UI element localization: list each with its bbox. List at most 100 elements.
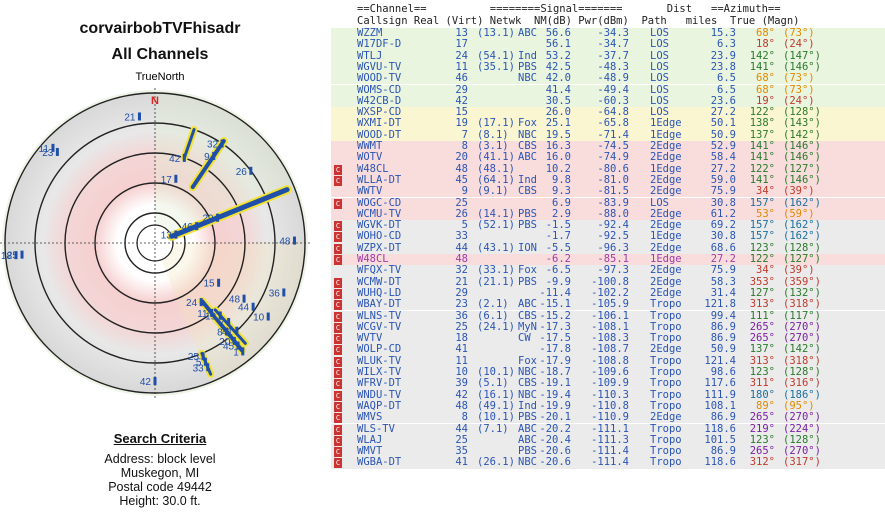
table-row[interactable]: WOOD-TV 46 NBC 42.0 -48.9 LOS 6.5 68° (73°) [331, 72, 885, 85]
station-label: 42 [140, 377, 152, 388]
cell-dist: 6.5 [717, 83, 736, 96]
cell-dist: 121.8 [704, 298, 736, 311]
cell-call: WMVT [357, 445, 383, 458]
station-marker [218, 311, 222, 320]
cell-virt: (48.1) [477, 162, 515, 175]
cell-real: 44 [455, 422, 468, 435]
cell-nm: 16.3 [545, 140, 571, 152]
table-row[interactable]: WTLJ 24 (54.1) Ind 53.2 -37.7 LOS 23.9 142° (147°… [331, 49, 885, 62]
cell-nm: 56.6 [545, 27, 571, 39]
table-group-header: ==Channel== ========Signal======= Dist =… [357, 3, 781, 15]
cell-dist: 6.3 [717, 38, 736, 51]
table-row[interactable]: C WNDU-TV 42 (16.1) NBC -19.4 -110.3 Tropo 111.9… [331, 388, 885, 401]
badge-icon: C [334, 322, 342, 333]
cell-path: 2Edge [650, 140, 682, 152]
cell-pwr: -85.1 [597, 253, 629, 265]
table-row[interactable]: C WMVT 35 PBS -20.6 -111.4 Tropo 86.9 265° (270°) [331, 445, 885, 458]
cell-nm: -17.9 [539, 354, 571, 367]
cell-mag: (270°) [783, 332, 821, 345]
cell-net: CBS [518, 140, 537, 152]
table-row[interactable]: C WGVK-DT 5 (52.1) PBS -1.5 -92.4 2Edge 69.2 157°… [331, 219, 885, 232]
cell-pwr: -37.7 [597, 49, 629, 62]
cell-net: ABC [518, 298, 537, 311]
table-row[interactable]: C WVTV 18 CW -17.5 -108.3 Tropo 86.9 265° (270°) [331, 332, 885, 345]
table-row[interactable]: WOOD-DT 7 (8.1) NBC 19.5 -71.4 1Edge 50.9 137° (1… [331, 128, 885, 141]
cell-net: ION [518, 241, 537, 254]
table-row[interactable]: C WLUK-TV 11 Fox -17.9 -108.8 Tropo 121.4 313° (3… [331, 354, 885, 367]
cell-path: Tropo [650, 332, 682, 345]
cell-virt: (43.1) [477, 241, 515, 254]
zone-wedge-edge [155, 243, 305, 383]
cell-pwr: -111.4 [591, 445, 629, 458]
cell-pwr: -92.4 [597, 219, 629, 232]
table-row[interactable]: WOMS-CD 29 41.4 -49.4 LOS 6.5 68° (73°) [331, 83, 885, 96]
table-row[interactable]: C WILX-TV 10 (10.1) NBC -18.7 -109.6 Tropo 98.6 1… [331, 366, 885, 379]
cell-virt: (16.1) [477, 388, 515, 401]
cell-pwr: -74.9 [597, 151, 629, 164]
cell-net: PBS [518, 411, 537, 424]
cell-call: WOMS-CD [357, 83, 402, 96]
cell-mag: (270°) [783, 445, 821, 458]
table-row[interactable]: C WOGC-CD 25 6.9 -83.9 LOS 30.8 157° (162°) [331, 196, 885, 209]
table-row[interactable]: C W48CL 48 (48.1) 10.2 -80.6 1Edge 27.2 122° (127… [331, 162, 885, 175]
station-marker [241, 347, 245, 356]
table-row[interactable]: W42CB-D 42 30.5 -60.3 LOS 23.6 19° (24°) [331, 94, 885, 108]
table-row[interactable]: WOTV 20 (41.1) ABC 16.0 -74.9 2Edge 58.4 141° (14… [331, 151, 885, 164]
table-row[interactable]: C WMVS 8 (10.1) PBS -20.1 -110.9 2Edge 86.9 265° (… [331, 411, 885, 424]
cell-virt: (54.1) [477, 49, 515, 62]
table-row[interactable]: C WCMW-DT 21 (21.1) PBS -9.9 -100.8 2Edge 58.3 35… [331, 276, 885, 288]
table-row[interactable]: C WLLA-DT 45 (64.1) Ind 9.8 -81.0 2Edge 59.0 141°… [331, 174, 885, 187]
cell-path: 2Edge [650, 219, 682, 232]
cell-path: Tropo [650, 399, 682, 412]
table-row[interactable]: C WUHQ-LD 29 -11.4 -102.2 2Edge 31.4 127° (132°) [331, 286, 885, 300]
table-row[interactable]: C WBAY-DT 23 (2.1) ABC -15.1 -105.9 Tropo 121.8 3… [331, 298, 885, 311]
cell-net: CBS [518, 377, 537, 390]
cell-nm: 6.9 [552, 196, 571, 209]
station-label: 21 [124, 112, 136, 123]
table-row[interactable]: C WCGV-TV 25 (24.1) MyN -17.3 -108.1 Tropo 86.9 2… [331, 320, 885, 334]
table-row[interactable]: C WOLP-CD 41 -17.8 -108.7 2Edge 50.9 137° (142°) [331, 343, 885, 356]
table-row[interactable]: C WAQP-DT 48 (49.1) Ind -19.9 -110.8 Tropo 108.1… [331, 399, 885, 413]
cell-net: Fox [518, 117, 537, 130]
table-row[interactable]: C W48CL 48 -6.2 -85.1 1Edge 27.2 122° (127°) [331, 253, 885, 266]
cell-real: 39 [455, 377, 468, 390]
cell-nm: 30.5 [545, 94, 571, 107]
station-marker [227, 317, 231, 326]
table-row[interactable]: WZZM 13 (13.1) ABC 56.6 -34.3 LOS 15.3 68° (73°) [331, 27, 885, 40]
table-row[interactable]: WCMU-TV 26 (14.1) PBS 2.9 -88.0 2Edge 61.2 53° (5… [331, 208, 885, 221]
criteria-heading[interactable]: Search Criteria [113, 431, 207, 446]
table-row[interactable]: C WLAJ 25 ABC -20.4 -111.3 Tropo 101.5 123° (128°… [331, 434, 885, 447]
cell-dist: 121.4 [704, 354, 736, 367]
table-row[interactable]: WXSP-CD 15 26.0 -64.8 LOS 27.2 122° (128°) [331, 106, 885, 119]
cell-pwr: -105.9 [591, 298, 629, 311]
table-row[interactable]: C WLS-TV 44 (7.1) ABC -20.2 -111.1 Tropo 118.6 21… [331, 422, 885, 435]
badge-icon: C [334, 334, 342, 345]
table-row[interactable]: C WZPX-DT 44 (43.1) ION -5.5 -96.3 2Edge 68.6 123… [331, 241, 885, 254]
table-row[interactable]: C WLNS-TV 36 (6.1) CBS -15.2 -106.1 Tropo 99.4 11… [331, 310, 885, 322]
cell-az: 68° [756, 72, 775, 85]
cell-mag: (24°) [783, 38, 815, 51]
table-row[interactable]: C WGBA-DT 41 (26.1) NBC -20.6 -111.4 Tropo 118.6… [331, 457, 885, 469]
table-row[interactable]: C WFRV-DT 39 (5.1) CBS -19.1 -109.9 Tropo 117.6 3… [331, 377, 885, 390]
cell-az: 89° [756, 399, 775, 412]
cell-az: 127° [749, 286, 775, 299]
table-row[interactable]: WFQX-TV 32 (33.1) Fox -6.5 -97.3 2Edge 75.9 34° (… [331, 264, 885, 277]
table-row[interactable]: WWMT 8 (3.1) CBS 16.3 -74.5 2Edge 52.9 141° (146°… [331, 140, 885, 153]
cell-mag: (127°) [783, 253, 821, 265]
table-row[interactable]: W17DF-D 17 56.1 -34.7 LOS 6.3 18° (24°) [331, 38, 885, 51]
table-row[interactable]: C WOHO-CD 33 -1.7 -92.5 1Edge 30.8 157° (162°) [331, 231, 885, 243]
cell-mag: (270°) [783, 320, 821, 333]
table-row[interactable]: WGVU-TV 11 (35.1) PBS 42.5 -48.3 LOS 23.8 141° (1… [331, 61, 885, 74]
cell-net: NBC [518, 128, 537, 141]
cell-pwr: -108.7 [591, 343, 629, 356]
cell-pwr: -110.3 [591, 388, 629, 401]
table-row[interactable]: WWTV 9 (9.1) CBS 9.3 -81.5 2Edge 75.9 34° (39°) [331, 185, 885, 198]
cell-az: 313° [749, 298, 775, 311]
table-row[interactable]: WXMI-DT 19 (17.1) Fox 25.1 -65.8 1Edge 50.1 138°… [331, 117, 885, 130]
badge-icon: C [334, 164, 342, 175]
station-marker [251, 302, 255, 311]
table-column-header: Callsign Real (Virt) Netwk NM(dB) Pwr(dB… [357, 15, 800, 27]
cell-path: Tropo [650, 422, 682, 435]
cell-path: LOS [650, 72, 669, 85]
station-marker [225, 327, 229, 336]
